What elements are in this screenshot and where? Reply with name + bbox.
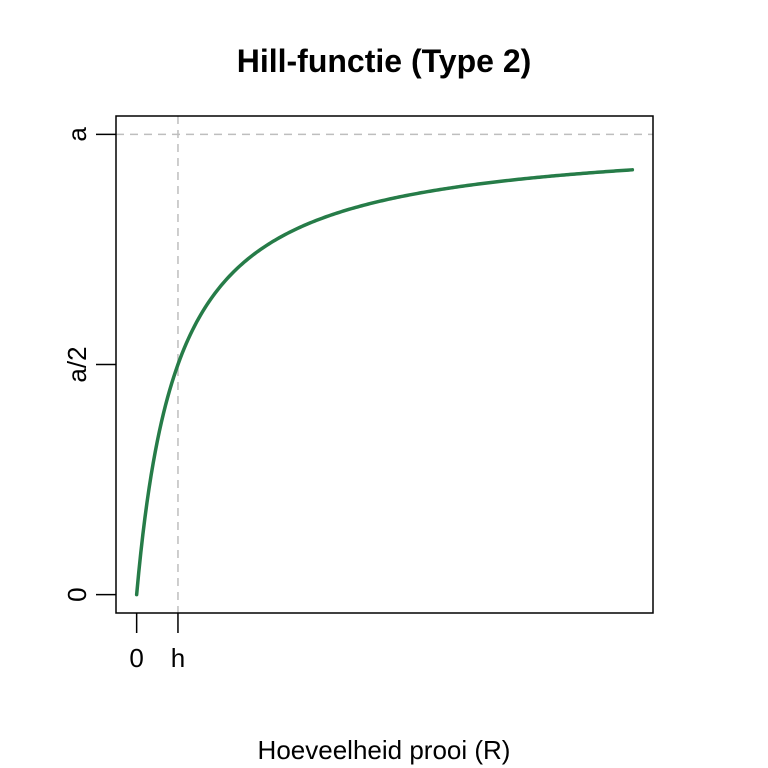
x-axis-label: Hoeveelheid prooi (R) (258, 735, 511, 765)
x-tick-label: h (171, 643, 185, 673)
plot-area: 0a/2a0 h (62, 115, 654, 673)
y-tick-label: a/2 (62, 346, 92, 382)
y-tick-label: a (62, 127, 92, 142)
x-tick-label: 0 (129, 643, 143, 673)
hill-curve (134, 168, 635, 597)
chart-title: Hill-functie (Type 2) (237, 43, 532, 79)
plot-frame (115, 115, 654, 614)
y-tick-label: 0 (62, 587, 92, 601)
